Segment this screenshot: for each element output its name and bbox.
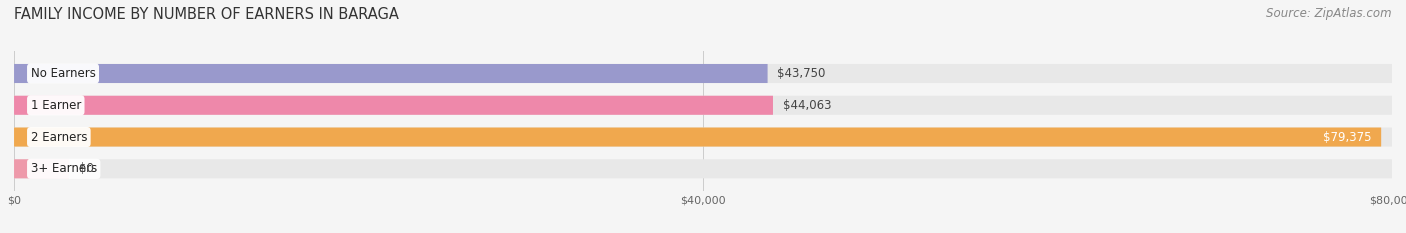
Text: Source: ZipAtlas.com: Source: ZipAtlas.com — [1267, 7, 1392, 20]
FancyBboxPatch shape — [14, 96, 1392, 115]
FancyBboxPatch shape — [14, 127, 1392, 147]
FancyBboxPatch shape — [14, 64, 1392, 83]
FancyBboxPatch shape — [14, 96, 773, 115]
Text: 1 Earner: 1 Earner — [31, 99, 82, 112]
Text: $44,063: $44,063 — [783, 99, 831, 112]
FancyBboxPatch shape — [14, 64, 768, 83]
FancyBboxPatch shape — [14, 159, 1392, 178]
Text: $43,750: $43,750 — [778, 67, 825, 80]
FancyBboxPatch shape — [14, 159, 69, 178]
Text: FAMILY INCOME BY NUMBER OF EARNERS IN BARAGA: FAMILY INCOME BY NUMBER OF EARNERS IN BA… — [14, 7, 399, 22]
Text: $0: $0 — [79, 162, 94, 175]
FancyBboxPatch shape — [14, 127, 1381, 147]
Text: No Earners: No Earners — [31, 67, 96, 80]
Text: $79,375: $79,375 — [1323, 130, 1371, 144]
Text: 3+ Earners: 3+ Earners — [31, 162, 97, 175]
Text: 2 Earners: 2 Earners — [31, 130, 87, 144]
